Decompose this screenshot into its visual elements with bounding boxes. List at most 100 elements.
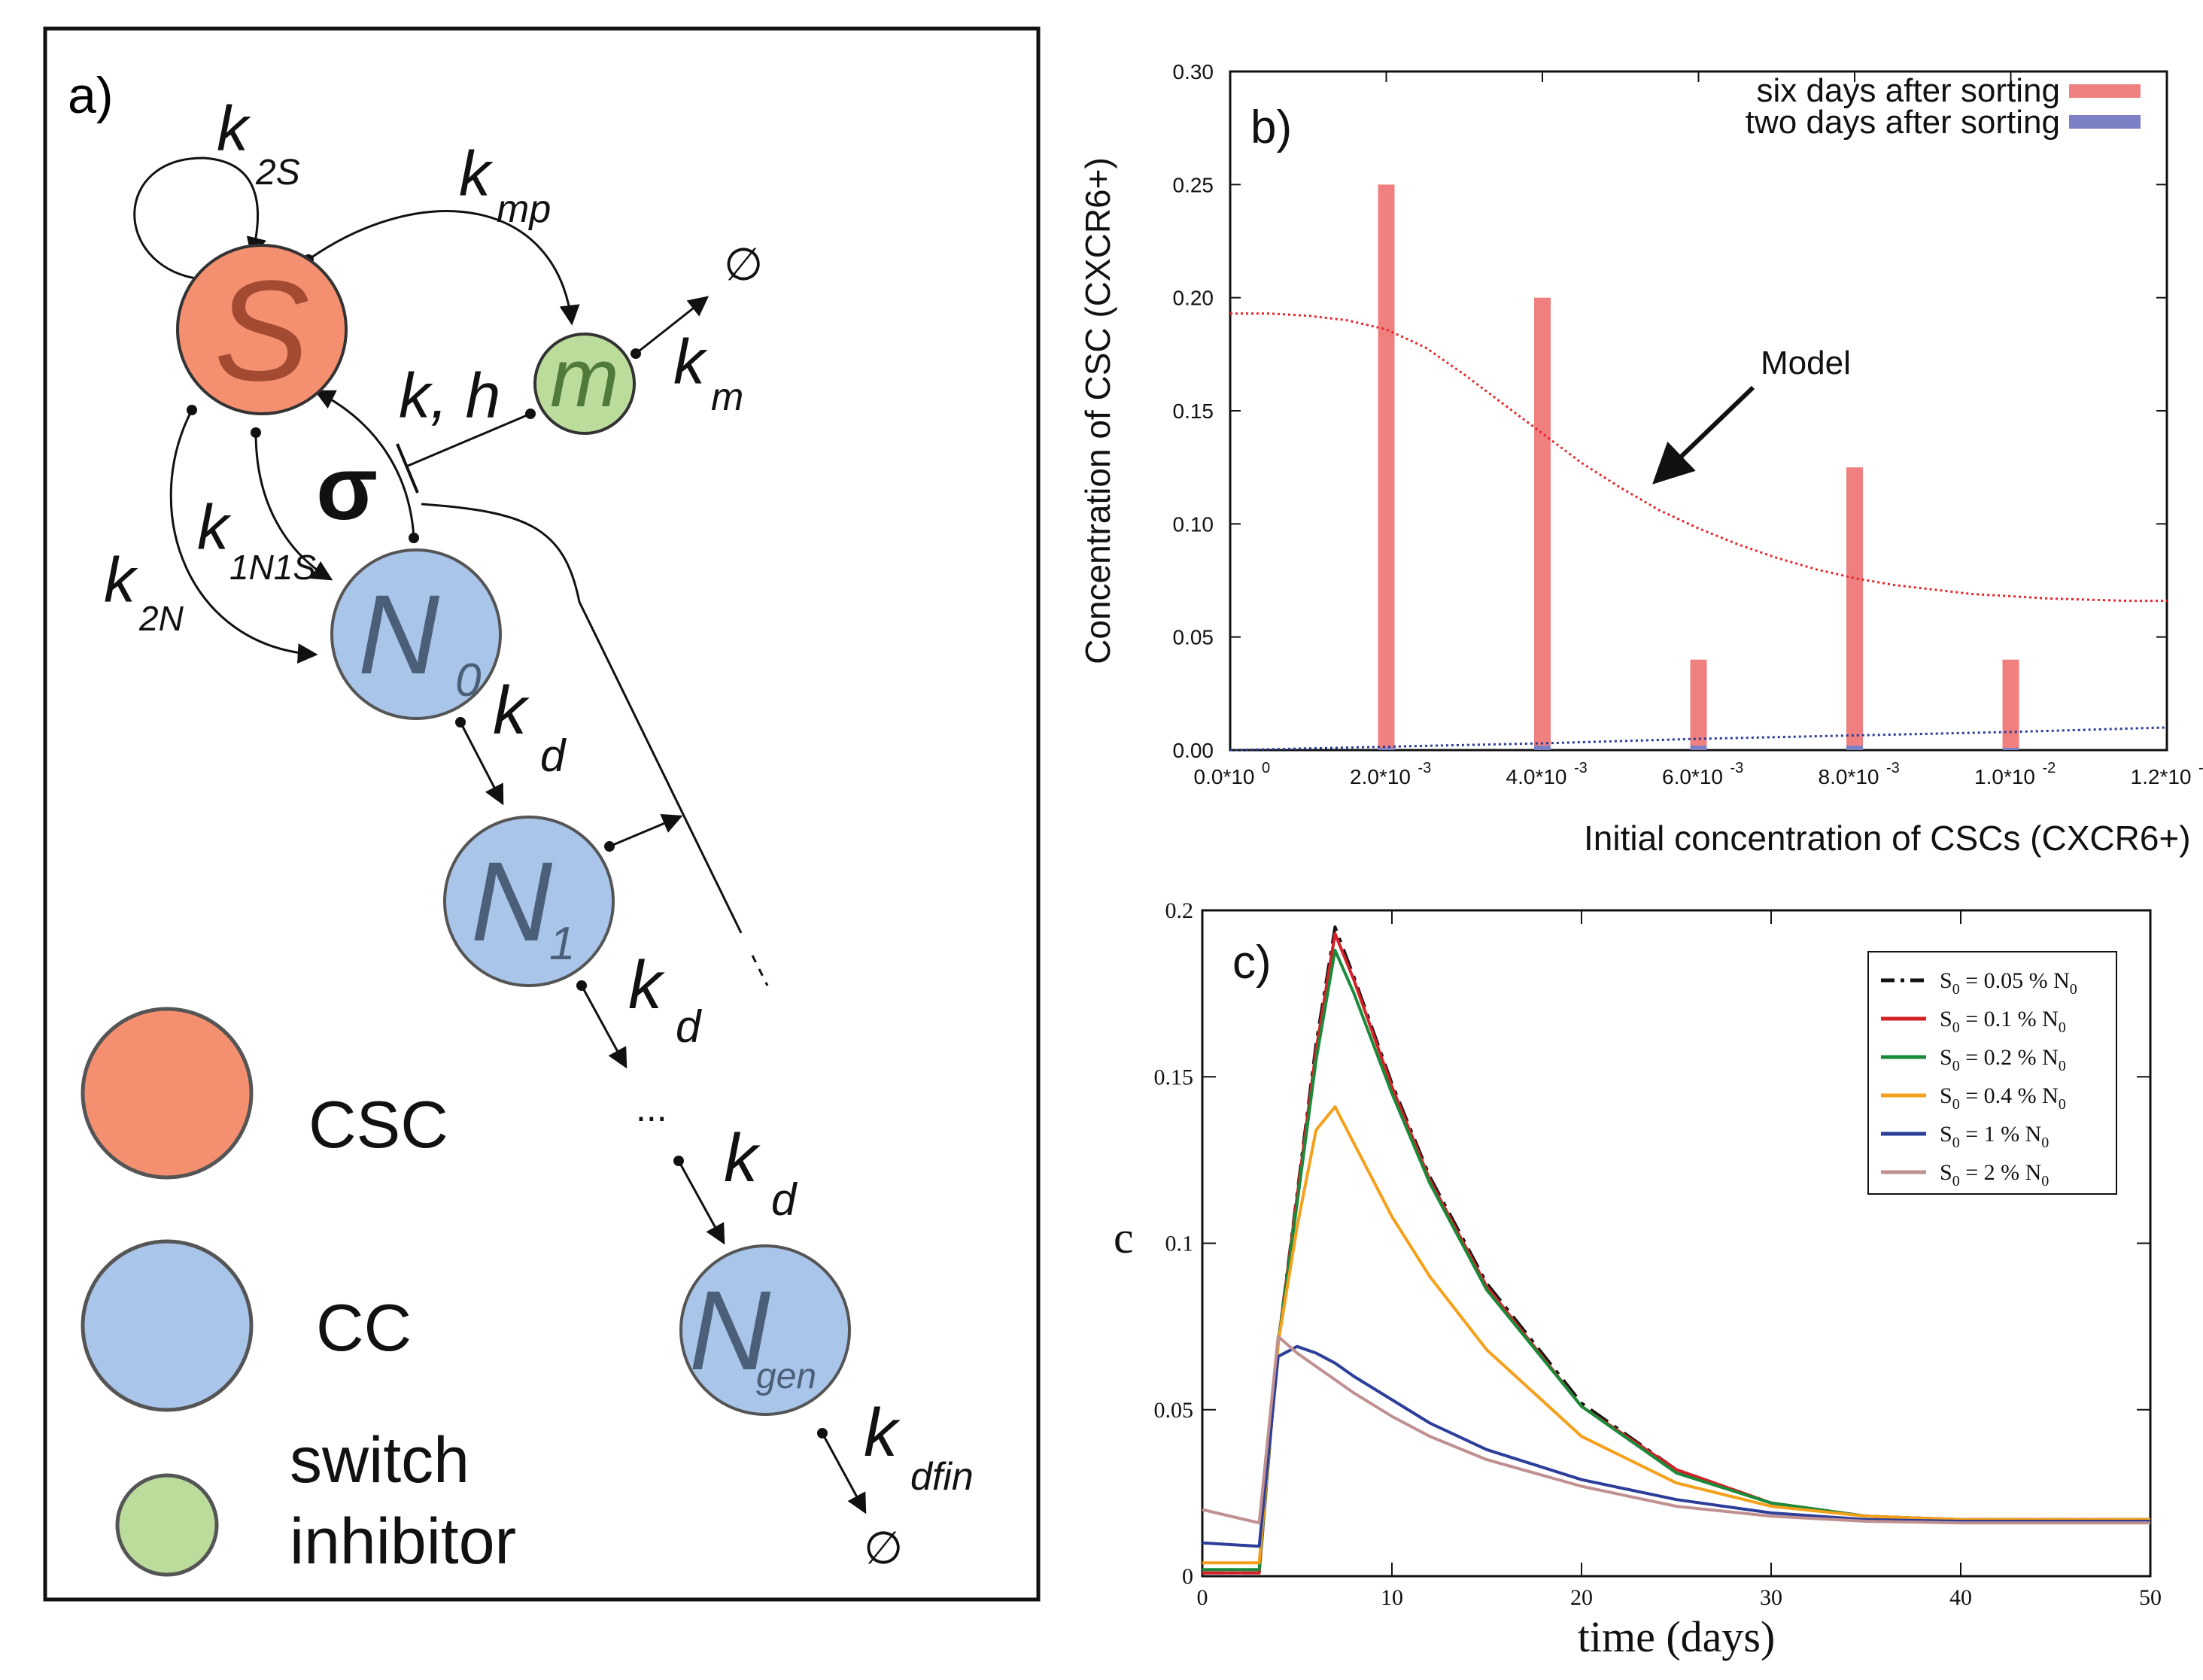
bar-six-days (1846, 467, 1863, 750)
x-tick-exponent: 0 (1262, 760, 1270, 776)
panel-b-model-annotation: Model (1761, 345, 1851, 381)
node-n1: N 1 (443, 816, 615, 987)
svg-text:N: N (689, 1267, 771, 1393)
arrow-n1-feedback (609, 813, 683, 848)
degradation-symbol-bottom: ∅ (864, 1523, 903, 1573)
x-tick-exponent: -3 (1886, 760, 1900, 776)
legend-cc-label: CC (316, 1290, 412, 1365)
svg-text:S: S (214, 251, 310, 411)
x-tick-label: 0 (1197, 1585, 1208, 1610)
panel-b-plot-frame (1229, 70, 2168, 752)
bar-two-days (1846, 745, 1863, 750)
y-tick-label: 0.00 (1173, 739, 1214, 762)
svg-text:1: 1 (549, 918, 575, 970)
panel-b-chart: b) Initial concentration of CSCs (CXCR6+… (1078, 60, 2203, 858)
arrow-sigma (314, 390, 415, 539)
x-tick-exponent: -3 (1574, 760, 1588, 776)
bar-two-days (1534, 745, 1551, 750)
arrow-km (635, 296, 710, 355)
x-tick-label: 10 (1381, 1585, 1403, 1610)
arrow-k2n (169, 409, 318, 664)
svg-text:k: k (459, 138, 494, 209)
inhibition-line (406, 412, 531, 468)
y-tick-label: 0.20 (1173, 287, 1214, 310)
bar-two-days (1378, 747, 1395, 750)
svg-text:d: d (540, 731, 567, 781)
panel-c-label: c) (1232, 937, 1272, 989)
svg-text:dfin: dfin (910, 1455, 974, 1499)
y-tick-label: 0 (1182, 1564, 1193, 1589)
panel-b-y-axis-label: Concentration of CSC (CXCR6+) (1078, 157, 1117, 664)
legend-label: S0 = 0.2 % N0 (1940, 1045, 2066, 1074)
x-tick-label: 2.0*10 (1350, 765, 1411, 788)
feedback-line (421, 503, 743, 934)
svg-text:1N1S: 1N1S (229, 548, 316, 587)
x-tick-label: 1.0*10 (1974, 765, 2035, 788)
feedback-line-dashed (751, 955, 769, 986)
svg-text:k: k (493, 673, 530, 749)
legend-csc-swatch (81, 1007, 254, 1180)
node-ngen: N gen (679, 1244, 851, 1416)
legend-inhibitor-label: inhibitor (290, 1505, 516, 1578)
svg-text:m: m (550, 332, 619, 424)
panel-b-label: b) (1250, 102, 1292, 153)
x-tick-label: 30 (1760, 1585, 1782, 1610)
node-n0: N 0 (330, 548, 502, 720)
rate-labels: k 2S k mp k m k, h k 1N1S k 2N k d k d k… (104, 93, 974, 1499)
svg-text:d: d (771, 1174, 798, 1225)
y-tick-label: 0.05 (1154, 1398, 1194, 1423)
x-tick-label: 50 (2139, 1585, 2162, 1610)
series-line (1202, 1105, 2150, 1565)
arrow-self-renewal (133, 156, 266, 280)
panel-c-x-axis-label: time (days) (1578, 1612, 1776, 1661)
svg-text:2N: 2N (138, 599, 184, 638)
bar-two-days (1690, 745, 1707, 750)
y-tick-label: 0.15 (1173, 399, 1214, 423)
reaction-arrows (133, 156, 867, 1514)
x-tick-exponent: -2 (2198, 760, 2203, 776)
panel-a-frame (43, 26, 1041, 1602)
legend-csc-label: CSC (308, 1087, 448, 1162)
panel-b-x-axis-label: Initial concentration of CSCs (CXCR6+) (1584, 819, 2191, 858)
panel-c-y-axis-label: c (1114, 1213, 1134, 1262)
y-tick-label: 0.10 (1173, 512, 1214, 536)
panel-b-model-arrow (1652, 385, 1755, 485)
x-tick-exponent: -3 (1418, 760, 1432, 776)
arrow-kmp (308, 210, 580, 326)
svg-text:gen: gen (756, 1356, 816, 1396)
panel-a-diagram: a) (43, 26, 1041, 1602)
svg-text:k: k (104, 545, 138, 615)
legend-cc-swatch (81, 1239, 254, 1412)
x-tick-label: 6.0*10 (1662, 765, 1723, 788)
svg-text:mp: mp (497, 187, 551, 231)
arrow-k1n1s (254, 432, 333, 581)
y-tick-label: 0.30 (1173, 60, 1214, 84)
y-tick-label: 0.25 (1173, 173, 1214, 196)
svg-text:k: k (673, 327, 708, 397)
model-curve (1230, 312, 2167, 603)
x-tick-exponent: -2 (2043, 760, 2056, 776)
x-tick-label: 1.2*10 (2131, 765, 2192, 788)
model-curve (1229, 726, 2168, 752)
sigma-label: σ (316, 438, 378, 539)
legend-label: S0 = 0.4 % N0 (1940, 1083, 2066, 1113)
degradation-symbol-top: ∅ (724, 239, 763, 290)
x-tick-exponent: -3 (1730, 760, 1744, 776)
y-tick-label: 0.15 (1154, 1065, 1194, 1089)
svg-text:m: m (711, 375, 743, 419)
arrow-kd-1 (459, 722, 504, 806)
arrow-kd-3 (677, 1160, 725, 1245)
arrow-kdfin (821, 1432, 867, 1514)
arrow-kd-2 (580, 985, 627, 1069)
x-tick-label: 40 (1949, 1585, 1972, 1610)
svg-text:k: k (197, 492, 232, 563)
svg-text:k: k (628, 948, 665, 1023)
legend-six-days-swatch (2069, 84, 2141, 98)
legend-six-days-label: six days after sorting (1757, 72, 2061, 109)
series-line (1202, 1344, 2150, 1548)
x-tick-label: 8.0*10 (1819, 765, 1879, 788)
bar-six-days (1378, 184, 1395, 751)
legend-label: S0 = 0.1 % N0 (1940, 1007, 2066, 1036)
svg-text:k, h: k, h (399, 360, 500, 431)
